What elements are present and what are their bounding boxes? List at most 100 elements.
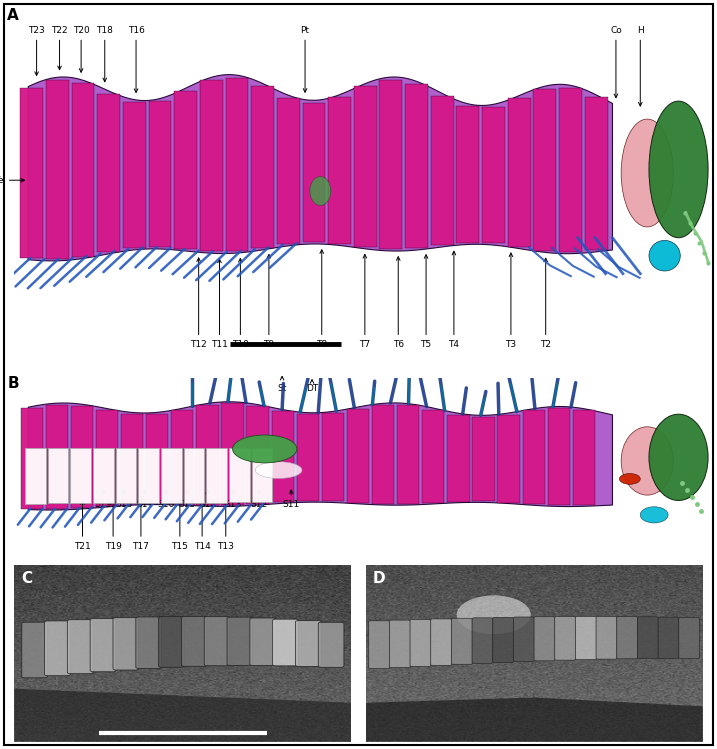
Text: S18: S18 <box>115 490 133 509</box>
FancyBboxPatch shape <box>369 621 389 669</box>
FancyBboxPatch shape <box>318 622 344 667</box>
FancyBboxPatch shape <box>272 619 298 666</box>
FancyBboxPatch shape <box>22 622 47 678</box>
Ellipse shape <box>621 427 673 495</box>
Text: T17: T17 <box>133 501 149 551</box>
Polygon shape <box>229 449 250 503</box>
Polygon shape <box>71 406 93 508</box>
FancyBboxPatch shape <box>90 619 116 672</box>
FancyBboxPatch shape <box>204 616 230 666</box>
Text: T2: T2 <box>540 258 551 349</box>
Polygon shape <box>222 404 244 505</box>
Polygon shape <box>523 410 545 504</box>
Polygon shape <box>161 448 181 503</box>
Ellipse shape <box>649 240 680 271</box>
Polygon shape <box>123 103 146 248</box>
Text: T19: T19 <box>105 501 122 551</box>
Polygon shape <box>353 86 376 247</box>
Text: DT: DT <box>306 380 318 392</box>
Polygon shape <box>297 414 319 501</box>
Text: S17: S17 <box>136 490 153 509</box>
Text: S12: S12 <box>250 490 267 509</box>
Text: T23: T23 <box>28 25 45 76</box>
Polygon shape <box>277 98 300 244</box>
Polygon shape <box>148 101 171 247</box>
Text: T18: T18 <box>96 25 113 82</box>
FancyBboxPatch shape <box>555 616 576 660</box>
Text: S14: S14 <box>199 490 217 509</box>
Ellipse shape <box>310 177 331 205</box>
FancyBboxPatch shape <box>679 618 700 658</box>
FancyBboxPatch shape <box>452 619 473 664</box>
Polygon shape <box>226 78 248 251</box>
Ellipse shape <box>649 414 708 500</box>
Polygon shape <box>200 80 223 252</box>
FancyBboxPatch shape <box>44 621 70 676</box>
Polygon shape <box>115 448 136 503</box>
Polygon shape <box>251 86 274 248</box>
Polygon shape <box>498 414 520 503</box>
Polygon shape <box>405 84 428 249</box>
Polygon shape <box>328 97 351 243</box>
Text: T8: T8 <box>316 249 327 349</box>
Text: C: C <box>21 571 32 586</box>
Text: T16: T16 <box>128 25 145 92</box>
Text: T20: T20 <box>72 25 90 72</box>
Ellipse shape <box>232 435 297 463</box>
Text: H: H <box>637 25 644 106</box>
Polygon shape <box>573 410 595 506</box>
Text: T22: T22 <box>51 25 68 70</box>
Polygon shape <box>247 406 269 504</box>
Polygon shape <box>422 410 445 503</box>
FancyBboxPatch shape <box>227 617 252 665</box>
Text: S13: S13 <box>225 490 242 509</box>
Polygon shape <box>379 79 402 249</box>
Polygon shape <box>14 689 351 742</box>
Text: T4: T4 <box>448 251 460 349</box>
FancyBboxPatch shape <box>410 619 431 667</box>
Ellipse shape <box>619 473 640 485</box>
FancyBboxPatch shape <box>431 619 452 665</box>
Polygon shape <box>548 408 570 506</box>
FancyBboxPatch shape <box>617 616 637 659</box>
Ellipse shape <box>255 461 302 479</box>
FancyBboxPatch shape <box>575 616 597 660</box>
FancyBboxPatch shape <box>181 616 207 667</box>
Text: T5: T5 <box>420 255 432 349</box>
Ellipse shape <box>649 101 708 237</box>
Text: A: A <box>7 7 19 22</box>
FancyBboxPatch shape <box>67 619 93 673</box>
Text: B: B <box>7 377 19 392</box>
Text: D: D <box>372 571 385 586</box>
FancyBboxPatch shape <box>250 618 275 666</box>
Text: Te: Te <box>0 176 24 185</box>
Text: T3: T3 <box>505 253 516 349</box>
Polygon shape <box>252 449 272 503</box>
Polygon shape <box>98 94 120 252</box>
Polygon shape <box>482 107 505 243</box>
FancyBboxPatch shape <box>493 617 513 662</box>
Polygon shape <box>20 88 43 258</box>
Text: T13: T13 <box>217 501 234 551</box>
Text: S11: S11 <box>282 490 300 509</box>
Polygon shape <box>272 411 294 503</box>
Text: T9: T9 <box>263 255 275 349</box>
Polygon shape <box>347 409 369 503</box>
Polygon shape <box>70 448 91 503</box>
Polygon shape <box>184 448 204 503</box>
FancyBboxPatch shape <box>534 616 555 661</box>
FancyBboxPatch shape <box>637 616 658 658</box>
Polygon shape <box>322 413 344 501</box>
Polygon shape <box>25 448 45 503</box>
Polygon shape <box>28 75 612 261</box>
Polygon shape <box>559 88 582 252</box>
Polygon shape <box>473 417 495 501</box>
Ellipse shape <box>457 595 531 634</box>
Polygon shape <box>174 91 197 249</box>
Text: T11: T11 <box>211 259 228 349</box>
Text: T14: T14 <box>194 501 211 551</box>
Text: S15: S15 <box>179 490 196 509</box>
FancyBboxPatch shape <box>513 617 534 661</box>
Polygon shape <box>121 414 143 504</box>
Text: S19: S19 <box>95 490 112 509</box>
